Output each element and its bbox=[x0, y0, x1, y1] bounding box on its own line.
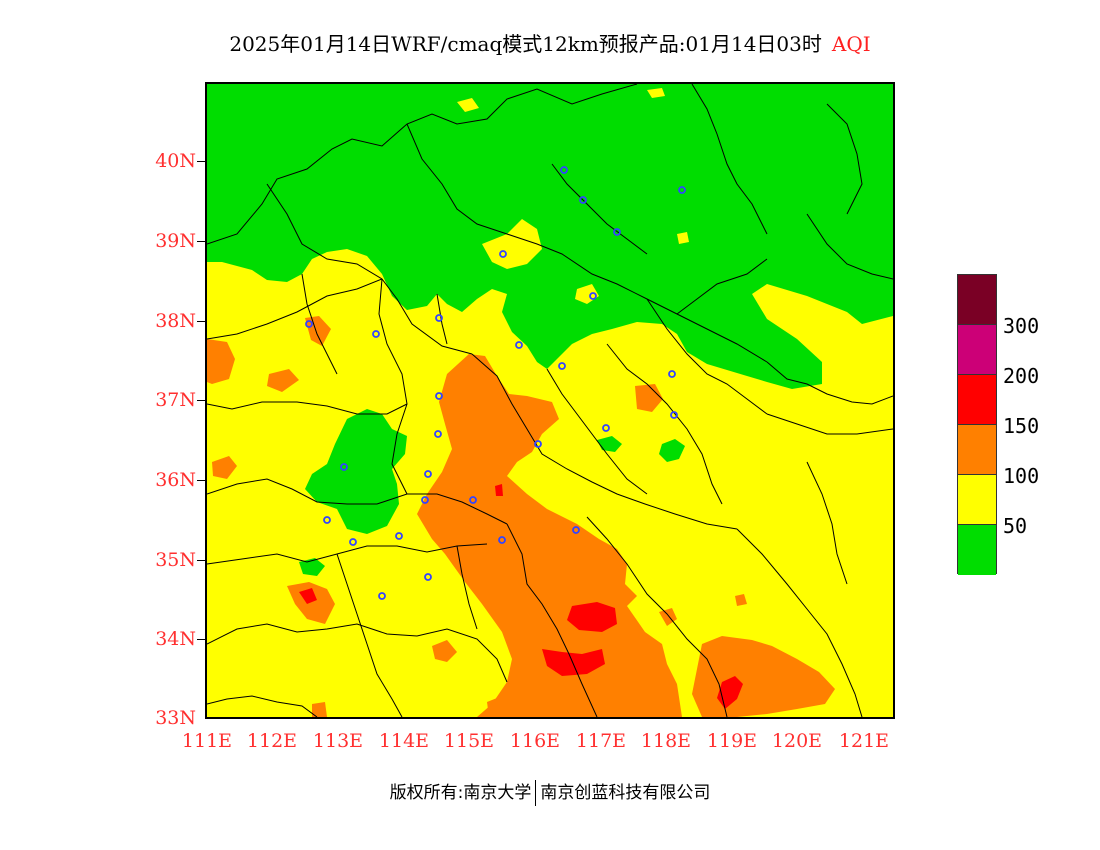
sensitive-patch-3 bbox=[212, 456, 237, 479]
legend-label-100: 100 bbox=[1003, 464, 1040, 488]
admin-boundaries bbox=[207, 84, 893, 717]
city-marker bbox=[579, 196, 587, 204]
unhealthy-region-5 bbox=[495, 484, 503, 496]
aqi-map-canvas bbox=[207, 84, 893, 717]
city-marker bbox=[435, 314, 443, 322]
city-marker bbox=[469, 496, 477, 504]
lon-label-119e: 119E bbox=[706, 730, 758, 752]
lon-label-111e: 111E bbox=[181, 730, 233, 752]
city-markers bbox=[305, 166, 686, 600]
lat-label-36n: 36N bbox=[155, 469, 196, 491]
legend-label-50: 50 bbox=[1003, 514, 1028, 538]
city-marker bbox=[534, 440, 542, 448]
legend-swatch-hazardous bbox=[958, 275, 996, 325]
legend-swatch-unhealthy bbox=[958, 375, 996, 425]
lat-label-40n: 40N bbox=[155, 150, 196, 172]
sensitive-patch-nw bbox=[207, 339, 235, 384]
lon-label-113e: 113E bbox=[312, 730, 364, 752]
moderate-patch-north-2 bbox=[457, 98, 479, 112]
lat-tick bbox=[197, 241, 205, 242]
sensitive-patch-6 bbox=[635, 384, 663, 412]
city-marker bbox=[670, 411, 678, 419]
unhealthy-region-1 bbox=[567, 602, 617, 632]
lon-label-118e: 118E bbox=[640, 730, 692, 752]
legend-swatch-sensitive bbox=[958, 425, 996, 475]
sensitive-patch-8 bbox=[312, 702, 327, 717]
city-marker bbox=[613, 228, 621, 236]
lon-label-117e: 117E bbox=[575, 730, 627, 752]
city-marker bbox=[498, 536, 506, 544]
city-marker bbox=[421, 496, 429, 504]
copyright-text: 版权所有:南京大学 bbox=[389, 783, 532, 803]
moderate-patch-north-3 bbox=[647, 88, 665, 98]
lon-label-121e: 121E bbox=[838, 730, 890, 752]
sensitive-patch-11 bbox=[735, 594, 747, 606]
good-region-north bbox=[207, 84, 893, 389]
good-patch-south bbox=[299, 558, 325, 576]
lat-tick bbox=[197, 400, 205, 401]
sensitive-patch-9 bbox=[432, 640, 457, 662]
good-patch-center bbox=[597, 436, 622, 452]
company-text: 南京创蓝科技有限公司 bbox=[540, 783, 711, 803]
unhealthy-region-2 bbox=[542, 649, 605, 676]
lat-label-38n: 38N bbox=[155, 310, 196, 332]
lat-tick bbox=[197, 161, 205, 162]
city-marker bbox=[589, 292, 597, 300]
city-marker bbox=[558, 362, 566, 370]
sensitive-region-main bbox=[417, 354, 682, 717]
lon-label-112e: 112E bbox=[246, 730, 298, 752]
legend-swatch-moderate bbox=[958, 475, 996, 525]
sensitive-patch-7 bbox=[487, 694, 527, 717]
moderate-patch-north-5 bbox=[677, 232, 689, 244]
lat-label-35n: 35N bbox=[155, 549, 196, 571]
legend-label-300: 300 bbox=[1003, 314, 1040, 338]
legend-label-200: 200 bbox=[1003, 364, 1040, 388]
city-marker bbox=[668, 370, 676, 378]
unhealthy-region-4 bbox=[299, 588, 317, 604]
good-patch-east bbox=[659, 439, 685, 462]
city-marker bbox=[560, 166, 568, 174]
moderate-patch-north bbox=[482, 219, 542, 269]
lat-tick bbox=[197, 560, 205, 561]
lat-label-33n: 33N bbox=[155, 707, 196, 729]
lat-label-37n: 37N bbox=[155, 389, 196, 411]
legend-swatch-very-unhealthy bbox=[958, 325, 996, 375]
city-marker bbox=[572, 526, 580, 534]
city-marker bbox=[305, 320, 313, 328]
lat-label-39n: 39N bbox=[155, 230, 196, 252]
city-marker bbox=[372, 330, 380, 338]
sensitive-patch-4 bbox=[267, 369, 299, 392]
city-marker bbox=[340, 463, 348, 471]
aqi-legend bbox=[957, 274, 997, 575]
city-marker bbox=[678, 186, 686, 194]
footer-separator bbox=[535, 780, 537, 806]
city-marker bbox=[515, 341, 523, 349]
city-marker bbox=[395, 532, 403, 540]
lat-tick bbox=[197, 480, 205, 481]
legend-label-150: 150 bbox=[1003, 414, 1040, 438]
footer-credits: 版权所有:南京大学 南京创蓝科技有限公司 bbox=[0, 778, 1100, 806]
city-marker bbox=[424, 573, 432, 581]
title-text: 2025年01月14日WRF/cmaq模式12km预报产品:01月14日03时 bbox=[229, 32, 822, 56]
city-marker bbox=[424, 470, 432, 478]
city-marker bbox=[602, 424, 610, 432]
lon-label-116e: 116E bbox=[509, 730, 561, 752]
city-marker bbox=[349, 538, 357, 546]
lat-tick bbox=[197, 321, 205, 322]
lat-label-34n: 34N bbox=[155, 628, 196, 650]
map-title: 2025年01月14日WRF/cmaq模式12km预报产品:01月14日03时 A… bbox=[0, 28, 1100, 57]
city-marker bbox=[378, 592, 386, 600]
city-marker bbox=[434, 430, 442, 438]
city-marker bbox=[499, 250, 507, 258]
sensitive-patch-5 bbox=[287, 582, 335, 624]
aqi-map[interactable] bbox=[205, 82, 895, 719]
lat-tick bbox=[197, 639, 205, 640]
city-marker bbox=[435, 392, 443, 400]
lon-label-120e: 120E bbox=[771, 730, 823, 752]
legend-swatch-good bbox=[958, 525, 996, 575]
lon-label-114e: 114E bbox=[378, 730, 430, 752]
lon-label-115e: 115E bbox=[443, 730, 495, 752]
city-marker bbox=[323, 516, 331, 524]
variable-label: AQI bbox=[831, 32, 871, 56]
